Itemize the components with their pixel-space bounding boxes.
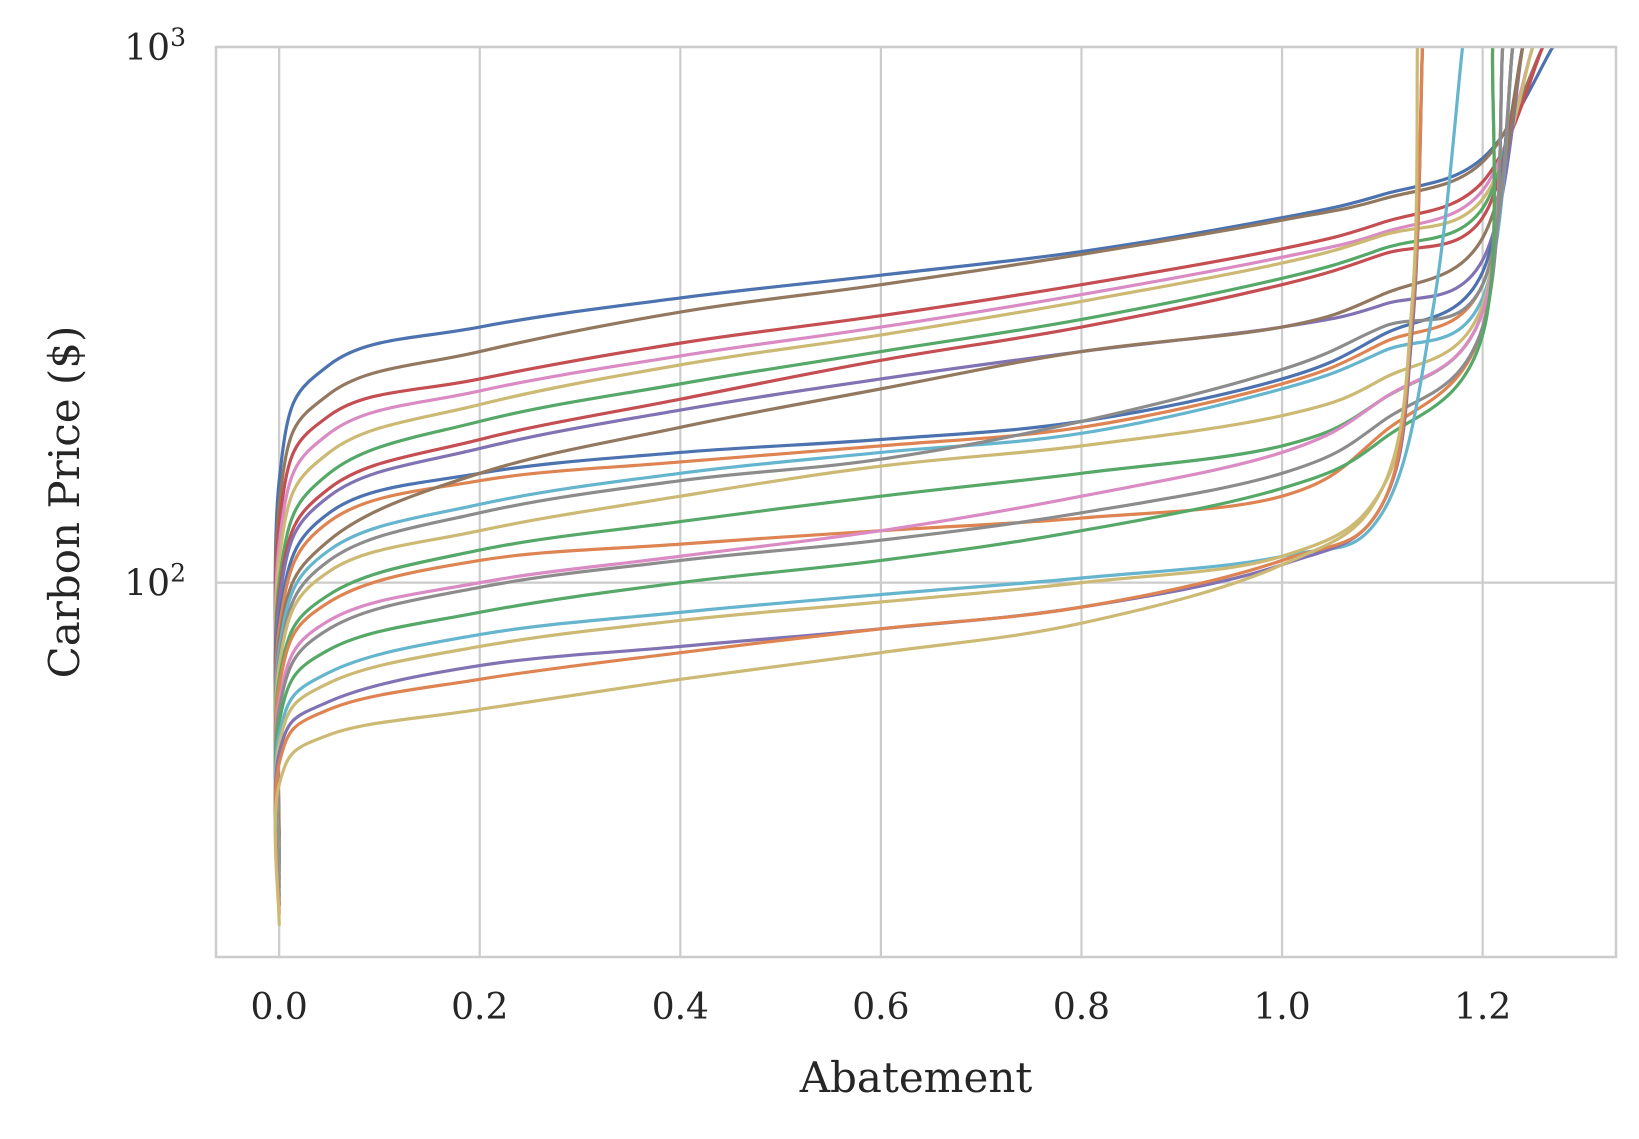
series-line: [273, 46, 1525, 857]
series-line: [273, 46, 1497, 898]
plot-frame: [214, 45, 1618, 959]
series-line: [273, 46, 1425, 917]
series-line: [273, 46, 1545, 843]
x-tick-label: 0.8: [1053, 987, 1110, 1028]
x-tick-label: 1.2: [1454, 987, 1511, 1028]
x-tick-label: 0.2: [451, 987, 508, 1028]
series-line: [273, 46, 1505, 889]
y-axis-title: Carbon Price ($): [40, 326, 89, 679]
series-line: [273, 46, 1420, 927]
series-line: [273, 46, 1535, 857]
x-tick-labels: 0.0 0.2 0.4 0.6 0.8 1.0 1.2: [251, 987, 1512, 1028]
series-line: [273, 46, 1525, 865]
x-axis-title: Abatement: [799, 1053, 1033, 1102]
series-line: [273, 46, 1545, 850]
x-tick-label: 0.0: [251, 987, 308, 1028]
series-line: [273, 46, 1515, 873]
series-lines: [273, 46, 1555, 927]
x-tick-label: 0.6: [852, 987, 909, 1028]
y-tick-label: 102: [124, 559, 186, 605]
series-line: [273, 46, 1505, 889]
series-line: [273, 46, 1515, 865]
y-tick-labels: 102 103: [124, 23, 186, 605]
series-line: [273, 46, 1535, 850]
x-tick-label: 0.4: [652, 987, 709, 1028]
series-line: [273, 46, 1465, 898]
x-tick-label: 1.0: [1253, 987, 1310, 1028]
y-tick-label: 103: [124, 23, 186, 69]
series-line: [273, 46, 1555, 836]
series-line: [273, 46, 1515, 873]
series-line: [273, 46, 1505, 881]
